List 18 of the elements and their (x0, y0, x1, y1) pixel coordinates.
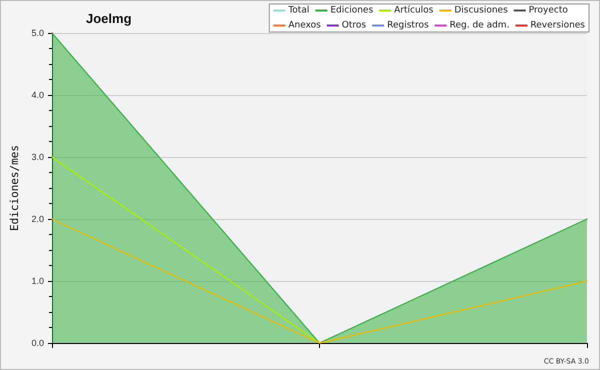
legend-label: Artículos (394, 4, 434, 16)
legend-label: Anexos (288, 20, 322, 30)
y-tick-label: 2.0 (31, 214, 44, 224)
chart-title: Joelmg (86, 11, 132, 26)
legend-label: Registros (387, 20, 429, 30)
y-tick-label: 1.0 (31, 276, 44, 286)
y-tick-label: 4.0 (31, 90, 44, 100)
legend-label: Reg. de adm. (450, 20, 510, 30)
legend-label: Ediciones (330, 6, 374, 16)
y-axis-title: Ediciones/mes (8, 144, 21, 232)
y-tick-label: 0.0 (31, 338, 44, 348)
y-tick-label: 3.0 (31, 152, 44, 162)
legend-label: Total (287, 6, 310, 16)
legend-label: Discusiones (454, 6, 508, 16)
legend-label: Otros (342, 20, 366, 30)
y-tick-label: 5.0 (31, 28, 44, 38)
legend-label: Proyecto (528, 6, 568, 16)
legend-label: Reversiones (530, 20, 586, 30)
